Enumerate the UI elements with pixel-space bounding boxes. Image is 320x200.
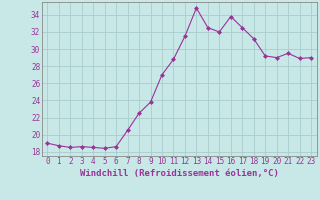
X-axis label: Windchill (Refroidissement éolien,°C): Windchill (Refroidissement éolien,°C) <box>80 169 279 178</box>
